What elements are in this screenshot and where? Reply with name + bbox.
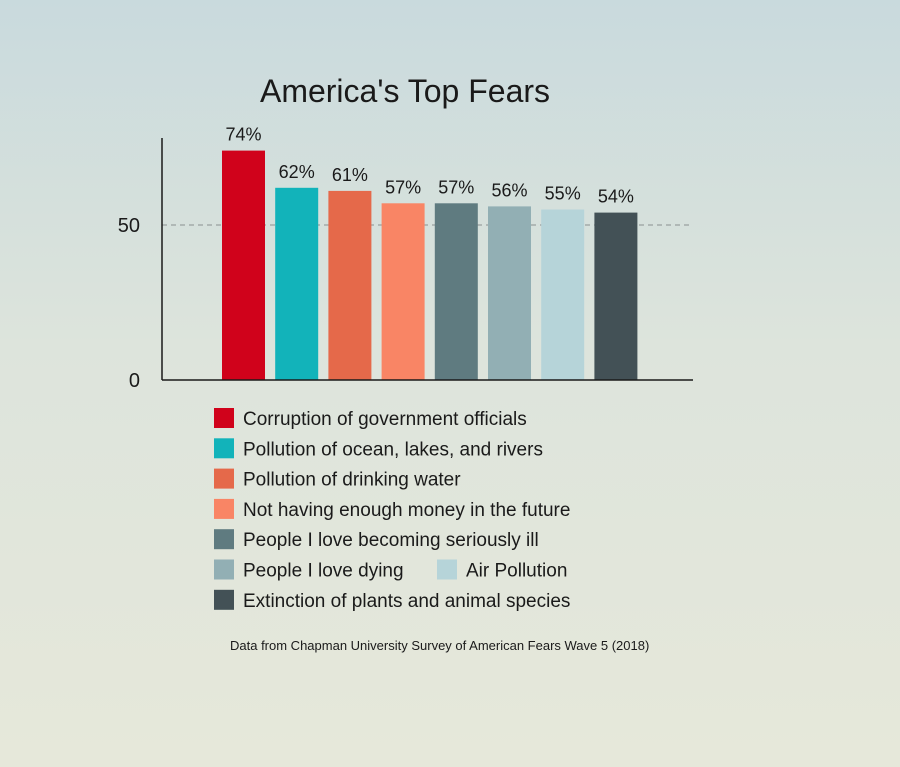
data-labels-group: 74% 62% 61% 57% 57% 56% 55% 54% — [225, 125, 633, 207]
legend-label-8: Extinction of plants and animal species — [243, 591, 570, 612]
legend-swatch-5 — [214, 529, 234, 550]
bar-6 — [488, 206, 531, 380]
bar-8 — [594, 212, 638, 380]
legend-swatch-2 — [214, 438, 234, 459]
legend-swatch-1 — [214, 408, 234, 428]
bars-group — [222, 150, 638, 380]
legend-item-1: Corruption of government officials — [214, 408, 527, 430]
legend-item-3: Pollution of drinking water — [214, 468, 461, 491]
legend-swatch-6 — [214, 559, 234, 580]
y-tick-label-50: 50 — [118, 215, 140, 237]
legend-label-5: People I love becoming seriously ill — [243, 530, 539, 551]
bar-2 — [275, 187, 319, 380]
data-label-3: 61% — [332, 165, 368, 185]
legend-label-2: Pollution of ocean, lakes, and rivers — [243, 439, 543, 460]
legend-swatch-7 — [437, 559, 457, 580]
legend-label-4: Not having enough money in the future — [243, 500, 570, 521]
legend-swatch-4 — [214, 498, 234, 519]
bar-7 — [541, 209, 585, 380]
data-label-6: 56% — [491, 180, 527, 200]
legend-label-3: Pollution of drinking water — [243, 470, 461, 491]
chart-title: America's Top Fears — [260, 73, 550, 109]
legend-item-5: People I love becoming seriously ill — [214, 529, 539, 551]
data-label-7: 55% — [545, 184, 581, 204]
legend-item-8: Extinction of plants and animal species — [214, 589, 570, 612]
legend-swatch-3 — [214, 468, 234, 489]
bar-4 — [381, 203, 425, 380]
legend: Corruption of government officials Pollut… — [214, 408, 570, 612]
legend-label-1: Corruption of government officials — [243, 409, 527, 430]
axes-group: 0 50 — [118, 138, 693, 392]
data-label-5: 57% — [438, 177, 474, 197]
bar-3 — [328, 190, 372, 380]
legend-item-4: Not having enough money in the future — [214, 498, 570, 521]
y-tick-label-0: 0 — [129, 370, 140, 392]
data-label-1: 74% — [225, 125, 261, 145]
legend-label-7: Air Pollution — [466, 561, 567, 582]
data-label-8: 54% — [598, 187, 634, 207]
legend-label-6: People I love dying — [243, 561, 404, 582]
legend-swatch-8 — [214, 589, 234, 610]
legend-item-7: Air Pollution — [437, 559, 567, 582]
legend-item-2: Pollution of ocean, lakes, and rivers — [214, 438, 543, 460]
data-label-2: 62% — [279, 162, 315, 182]
bar-1 — [222, 150, 265, 380]
bar-5 — [434, 203, 478, 380]
data-label-4: 57% — [385, 177, 421, 197]
source-note: Data from Chapman University Survey of A… — [230, 638, 649, 653]
legend-item-6: People I love dying — [214, 559, 404, 582]
